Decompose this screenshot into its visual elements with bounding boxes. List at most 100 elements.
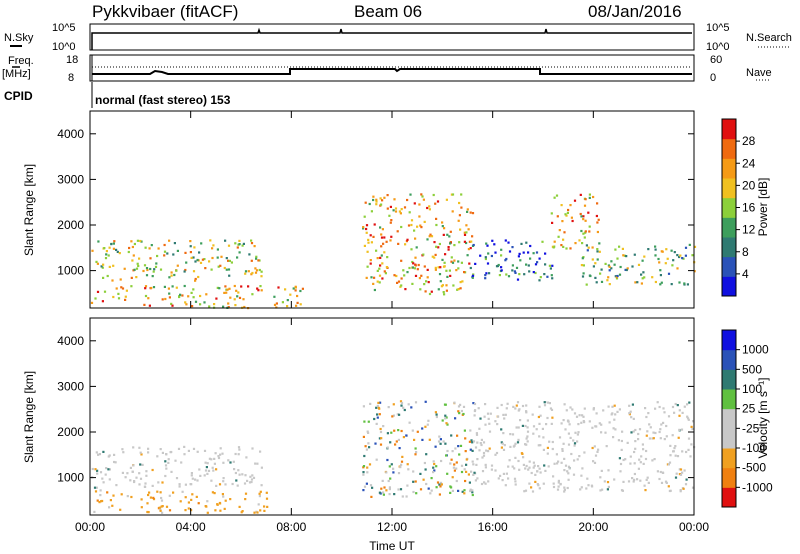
echo-cell [218,483,222,486]
echo-cell [508,459,511,462]
echo-cell [121,448,124,451]
echo-cell [660,281,663,284]
echo-cell [388,214,391,217]
echo-cell [676,267,679,270]
echo-cell [553,240,556,243]
echo-cell [94,468,97,471]
echo-cell [563,486,566,489]
echo-cell [553,196,556,199]
echo-cell [472,402,475,405]
echo-cell [247,285,250,288]
echo-cell [597,448,600,451]
echo-cell [596,202,599,205]
echo-cell [227,459,230,462]
echo-cell [108,265,111,268]
echo-cell [233,284,236,288]
echo-cell [659,269,662,272]
echo-cell [484,403,487,406]
echo-cell [138,472,141,475]
echo-cell [237,291,240,294]
echo-cell [366,430,369,433]
echo-cell [400,460,404,463]
echo-cell [490,464,494,467]
echo-cell [196,479,199,482]
echo-cell [525,263,528,266]
echo-cell [422,253,425,256]
echo-cell [662,421,665,424]
echo-cell [439,438,442,441]
echo-cell [680,428,684,431]
echo-cell [244,270,248,273]
echo-cell [578,455,581,458]
echo-cell [438,483,441,486]
echo-cell [183,284,186,288]
echo-cell [457,219,460,222]
echo-cell [173,273,176,277]
echo-cell [659,428,662,431]
echo-cell [403,274,406,277]
echo-cell [375,249,378,252]
echo-cell [592,460,595,463]
echo-cell [438,273,442,276]
echo-cell [147,297,150,300]
echo-cell [658,405,661,409]
echo-cell [445,454,448,457]
echo-cell [260,270,263,273]
echo-cell [524,424,527,428]
colorbar-segment [722,467,736,488]
echo-cell [386,194,389,197]
echo-cell [260,275,263,278]
echo-cell [375,198,378,201]
echo-cell [197,275,200,279]
echo-cell [437,440,441,443]
echo-cell [112,264,115,267]
echo-cell [549,407,552,410]
echo-cell [216,286,219,289]
echo-cell [102,481,105,484]
echo-cell [567,472,570,475]
echo-cell [526,440,529,443]
echo-cell [496,406,499,409]
echo-cell [659,437,662,440]
colorbar-tick-label: 100 [742,382,762,396]
echo-cell [219,264,222,267]
echo-cell [507,275,511,278]
echo-cell [241,244,244,247]
echo-cell [170,274,173,277]
echo-cell [366,265,369,268]
echo-cell [473,414,476,417]
echo-cell [599,476,602,479]
echo-cell [514,271,517,274]
echo-cell [259,450,262,453]
echo-cell [616,257,619,260]
echo-cell [479,442,482,445]
echo-cell [156,490,159,493]
echo-cell [465,224,468,227]
echo-cell [143,264,147,267]
echo-cell [692,420,695,423]
echo-cell [389,239,392,242]
echo-cell [119,278,122,281]
echo-cell [434,266,437,269]
echo-cell [170,271,173,274]
echo-cell [497,477,500,480]
echo-cell [433,469,436,472]
echo-cell [596,221,599,224]
echo-cell [526,426,529,429]
echo-cell [426,268,429,271]
echo-cell [467,228,470,231]
echo-cell [478,427,481,430]
echo-cell [451,193,455,196]
echo-cell [557,460,560,463]
echo-cell [693,245,697,248]
echo-cell [480,482,484,486]
echo-cell [598,422,601,425]
echo-cell [441,221,444,224]
cpid-strip: CPID normal (fast stereo) 153 [4,82,231,108]
echo-cell [486,412,490,415]
echo-cell [628,404,631,407]
echo-cell [230,261,233,264]
echo-cell [160,499,164,502]
echo-cell [390,219,393,222]
